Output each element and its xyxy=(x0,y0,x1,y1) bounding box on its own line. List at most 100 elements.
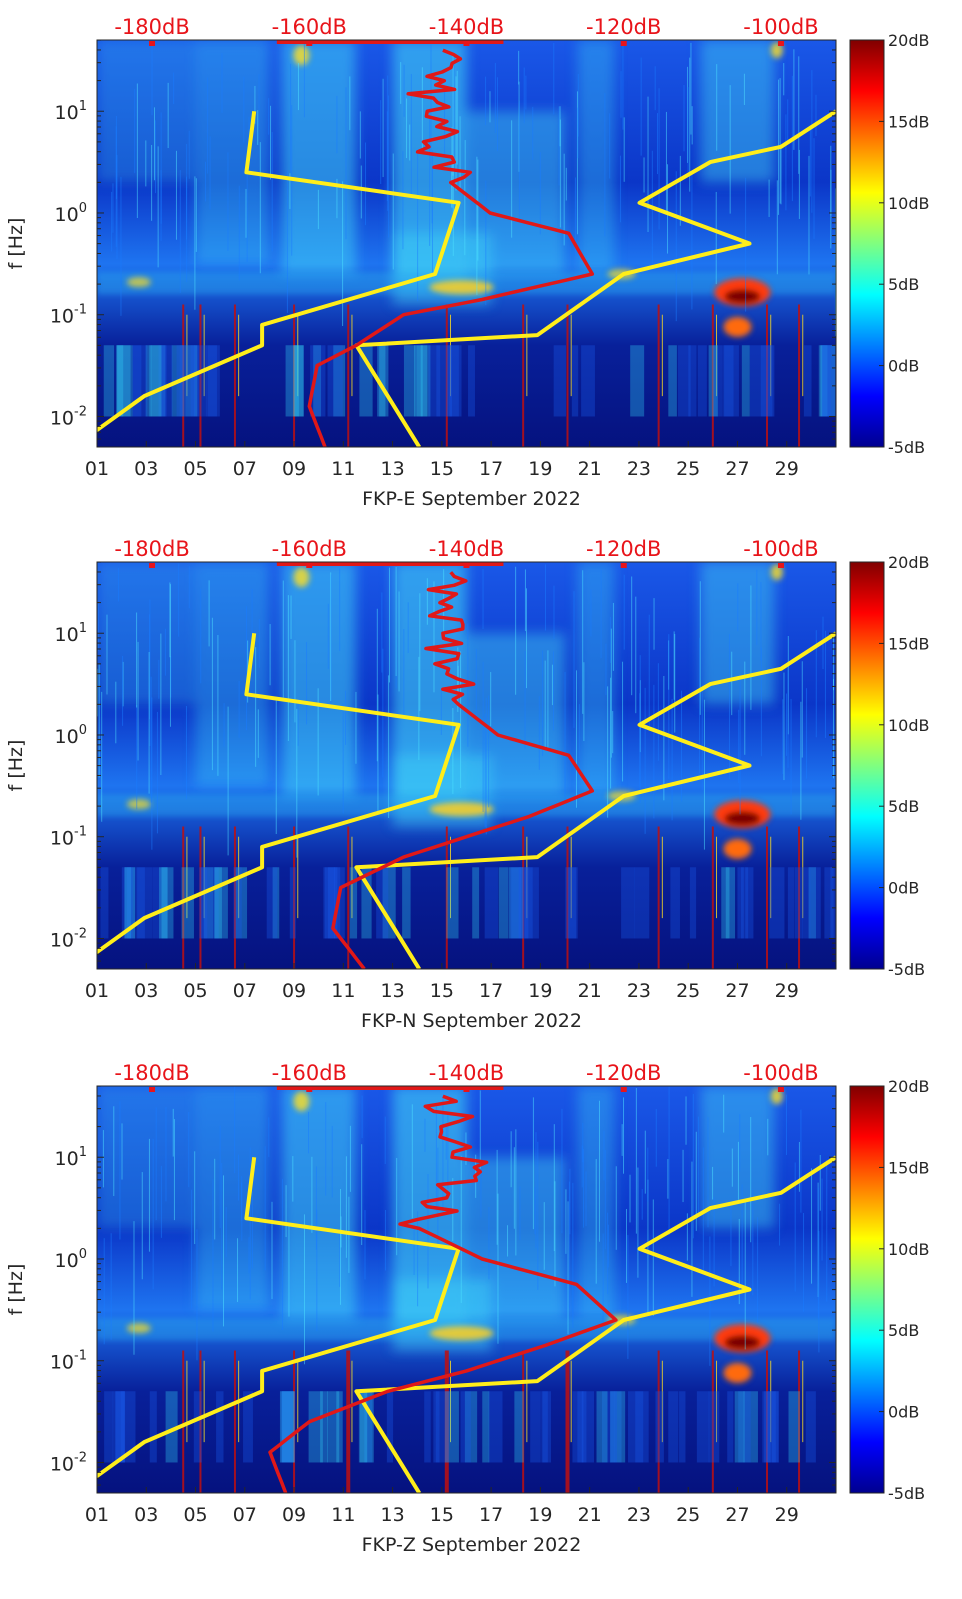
colorbar-label: 15dB xyxy=(888,1158,930,1177)
colorbar-label: 5dB xyxy=(888,1321,919,1340)
x-tick-label: 21 xyxy=(578,1504,602,1526)
spectrogram-image xyxy=(97,1086,836,1493)
psd-median-curve xyxy=(331,571,595,969)
top-db-tick xyxy=(463,563,470,568)
x-tick-label: 25 xyxy=(676,980,700,1002)
x-tick-label: 07 xyxy=(233,980,257,1002)
top-db-label: -180dB xyxy=(114,15,189,39)
x-tick-label: 09 xyxy=(282,458,306,480)
top-db-tick xyxy=(777,1087,784,1092)
x-tick-label: 15 xyxy=(430,980,454,1002)
x-tick-label: 19 xyxy=(528,1504,552,1526)
nhnm-curve xyxy=(354,1155,836,1493)
x-tick-label: 27 xyxy=(725,458,749,480)
y-axis-label: f [Hz] xyxy=(5,740,27,792)
x-tick-label: 07 xyxy=(233,458,257,480)
y-tick-label: 100 xyxy=(55,723,87,748)
nlnm-curve xyxy=(97,1156,461,1479)
x-tick-label: 23 xyxy=(627,458,651,480)
x-tick-label: 11 xyxy=(331,458,355,480)
colorbar-label: 10dB xyxy=(888,1240,930,1259)
spectrogram-panel: 01 03 05 07 09 11 13 15 17 19 21 23 25 27 29 FKP-N Sept… xyxy=(5,537,930,1032)
psd-median-curve xyxy=(268,1094,618,1493)
nhnm-curve xyxy=(354,631,836,969)
x-tick-label: 15 xyxy=(430,1504,454,1526)
colorbar: 20dB 15dB 10dB 5dB 0dB -5dB xyxy=(849,1077,930,1503)
top-db-label: -180dB xyxy=(114,537,189,561)
y-tick-label: 10-1 xyxy=(50,1349,87,1374)
nhnm-curve xyxy=(354,109,836,447)
x-tick-label: 01 xyxy=(85,1504,109,1526)
colorbar-label: -5dB xyxy=(888,438,925,457)
x-tick-label: 21 xyxy=(578,980,602,1002)
top-db-tick xyxy=(149,1087,156,1092)
x-tick-label: 13 xyxy=(381,458,405,480)
top-db-tick xyxy=(620,563,627,568)
x-tick-label: 19 xyxy=(528,458,552,480)
y-tick-label: 10-2 xyxy=(50,926,87,951)
top-db-tick xyxy=(463,41,470,46)
colorbar-label: 20dB xyxy=(888,553,930,572)
x-tick-label: 09 xyxy=(282,1504,306,1526)
top-db-label: -100dB xyxy=(743,15,818,39)
colorbar-label: -5dB xyxy=(888,1484,925,1503)
top-db-label: -120dB xyxy=(586,15,661,39)
x-axis-label: FKP-N September 2022 xyxy=(361,1010,582,1032)
spectrogram-image xyxy=(97,40,836,447)
spectrogram-panel: 01 03 05 07 09 11 13 15 17 19 21 23 25 27 29 FKP-Z Sept… xyxy=(5,1061,930,1556)
x-tick-label: 05 xyxy=(183,980,207,1002)
top-db-tick xyxy=(306,1087,313,1092)
top-db-label: -160dB xyxy=(272,537,347,561)
x-tick-label: 19 xyxy=(528,980,552,1002)
top-db-tick xyxy=(149,41,156,46)
psd-median-curve xyxy=(307,48,595,447)
x-tick-label: 11 xyxy=(331,980,355,1002)
x-tick-label: 25 xyxy=(676,458,700,480)
colorbar: 20dB 15dB 10dB 5dB 0dB -5dB xyxy=(849,31,930,457)
colorbar-label: 5dB xyxy=(888,797,919,816)
nlnm-curve xyxy=(97,632,461,955)
x-tick-label: 05 xyxy=(183,458,207,480)
x-tick-label: 13 xyxy=(381,1504,405,1526)
colorbar-label: 10dB xyxy=(888,716,930,735)
x-tick-label: 29 xyxy=(775,980,799,1002)
x-tick-label: 29 xyxy=(775,458,799,480)
x-tick-label: 03 xyxy=(134,980,158,1002)
colorbar: 20dB 15dB 10dB 5dB 0dB -5dB xyxy=(849,553,930,979)
x-tick-label: 05 xyxy=(183,1504,207,1526)
colorbar-label: 0dB xyxy=(888,1403,919,1422)
y-axis-label: f [Hz] xyxy=(5,218,27,270)
x-tick-label: 21 xyxy=(578,458,602,480)
x-tick-label: 09 xyxy=(282,980,306,1002)
top-db-label: -140dB xyxy=(429,1061,504,1085)
x-tick-label: 03 xyxy=(134,458,158,480)
x-tick-label: 25 xyxy=(676,1504,700,1526)
x-tick-label: 01 xyxy=(85,980,109,1002)
y-tick-label: 100 xyxy=(55,201,87,226)
top-db-label: -100dB xyxy=(743,537,818,561)
x-tick-label: 01 xyxy=(85,458,109,480)
top-db-tick xyxy=(620,1087,627,1092)
x-tick-label: 17 xyxy=(479,1504,503,1526)
top-db-label: -100dB xyxy=(743,1061,818,1085)
x-axis-label: FKP-E September 2022 xyxy=(362,488,581,510)
top-db-tick xyxy=(620,41,627,46)
x-tick-label: 17 xyxy=(479,980,503,1002)
x-tick-label: 03 xyxy=(134,1504,158,1526)
spectrogram-image xyxy=(97,562,836,969)
top-db-label: -140dB xyxy=(429,537,504,561)
top-db-label: -140dB xyxy=(429,15,504,39)
y-tick-label: 10-2 xyxy=(50,404,87,429)
colorbar-label: 5dB xyxy=(888,275,919,294)
top-db-label: -160dB xyxy=(272,15,347,39)
y-tick-label: 101 xyxy=(55,99,87,124)
colorbar-label: 10dB xyxy=(888,194,930,213)
y-tick-label: 101 xyxy=(55,1145,87,1170)
colorbar-label: 15dB xyxy=(888,634,930,653)
nlnm-curve xyxy=(97,110,461,433)
colorbar-label: 0dB xyxy=(888,357,919,376)
x-tick-label: 11 xyxy=(331,1504,355,1526)
top-db-tick xyxy=(777,41,784,46)
x-tick-label: 07 xyxy=(233,1504,257,1526)
